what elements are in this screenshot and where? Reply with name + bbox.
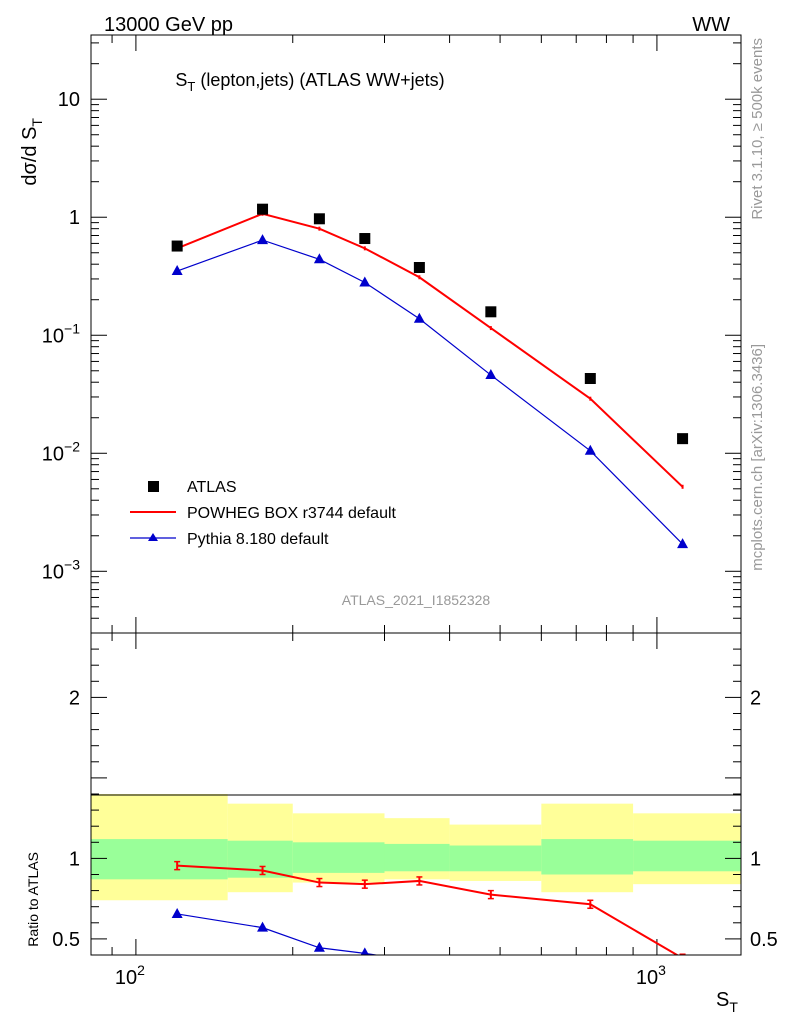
- uncertainty-band-inner: [227, 840, 293, 878]
- ratio-frame: [90, 632, 742, 956]
- ratio-panel: 0.5 0.5 1 1 2 2 102 103 Ratio to ATLAS ST: [25, 632, 778, 1015]
- atlas-point: [485, 306, 497, 318]
- uncertainty-band-inner: [384, 843, 450, 872]
- powheg-line: [176, 212, 684, 488]
- atlas-point: [677, 433, 689, 445]
- ratio-pythia-line: [177, 913, 380, 955]
- legend-pythia-marker: [148, 533, 158, 541]
- mcplots-label: mcplots.cern.ch [arXiv:1306.3436]: [749, 344, 766, 571]
- ratio-y-tick-label-right: 1: [750, 848, 761, 870]
- ratio-pythia-point: [313, 941, 325, 952]
- analysis-watermark: ATLAS_2021_I1852328: [342, 592, 491, 608]
- ratio-pythia-point: [171, 907, 183, 918]
- ratio-y-tick-label: 1: [69, 848, 80, 870]
- y-tick-label: 10−2: [42, 438, 80, 465]
- pythia-point: [257, 234, 269, 245]
- ratio-pythia-point: [360, 947, 369, 955]
- legend-pythia-label: Pythia 8.180 default: [187, 531, 329, 548]
- y-tick-label: 1: [69, 207, 80, 229]
- x-tick-label: 103: [636, 962, 666, 989]
- main-panel: ST (lepton,jets) (ATLAS WW+jets) dσ/d ST…: [19, 34, 742, 634]
- uncertainty-band-inner: [449, 845, 542, 872]
- atlas-point: [171, 240, 183, 252]
- y-tick-label: 10−1: [42, 320, 80, 347]
- ratio-pythia-point: [257, 921, 269, 932]
- ratio-y-tick-label-right: 2: [750, 687, 761, 709]
- process-label: WW: [692, 14, 730, 36]
- pythia-point: [584, 444, 596, 455]
- ratio-powheg-line: [177, 864, 680, 955]
- uncertainty-band-inner: [541, 839, 634, 875]
- y-tick-label: 10: [58, 89, 80, 111]
- atlas-point: [257, 203, 269, 215]
- y-axis-label: dσ/d ST: [19, 118, 45, 186]
- pythia-point: [677, 538, 689, 549]
- ratio-series-group: [171, 860, 686, 965]
- atlas-point: [313, 213, 325, 225]
- legend-powheg-label: POWHEG BOX r3744 default: [187, 505, 397, 522]
- atlas-point: [359, 233, 371, 245]
- atlas-point: [413, 262, 425, 274]
- atlas-point: [584, 373, 596, 385]
- main-title: ST (lepton,jets) (ATLAS WW+jets): [175, 70, 444, 94]
- rivet-label: Rivet 3.1.10, ≥ 500k events: [749, 38, 766, 220]
- x-tick-label: 102: [115, 962, 145, 989]
- x-axis-label: ST: [716, 989, 738, 1015]
- ratio-y-tick-label: 2: [69, 687, 80, 709]
- pythia-point: [485, 369, 497, 380]
- pythia-line: [176, 239, 683, 545]
- ratio-y-axis-label: Ratio to ATLAS: [25, 852, 41, 947]
- pythia-point: [413, 312, 425, 323]
- legend-atlas-marker: [148, 481, 159, 492]
- uncertainty-band-inner: [91, 839, 228, 880]
- pythia-point: [171, 265, 183, 276]
- legend-atlas-label: ATLAS: [187, 479, 237, 496]
- energy-label: 13000 GeV pp: [104, 14, 233, 36]
- pythia-point: [359, 276, 371, 287]
- y-tick-label: 10−3: [42, 556, 80, 583]
- ratio-y-tick-label-right: 0.5: [750, 929, 778, 951]
- uncertainty-band-inner: [292, 842, 385, 873]
- ratio-pythia-point: [414, 955, 425, 965]
- ratio-y-tick-label: 0.5: [52, 929, 80, 951]
- uncertainty-band-inner: [633, 840, 741, 872]
- pythia-point: [313, 253, 325, 264]
- legend: ATLAS POWHEG BOX r3744 default Pythia 8.…: [130, 479, 397, 548]
